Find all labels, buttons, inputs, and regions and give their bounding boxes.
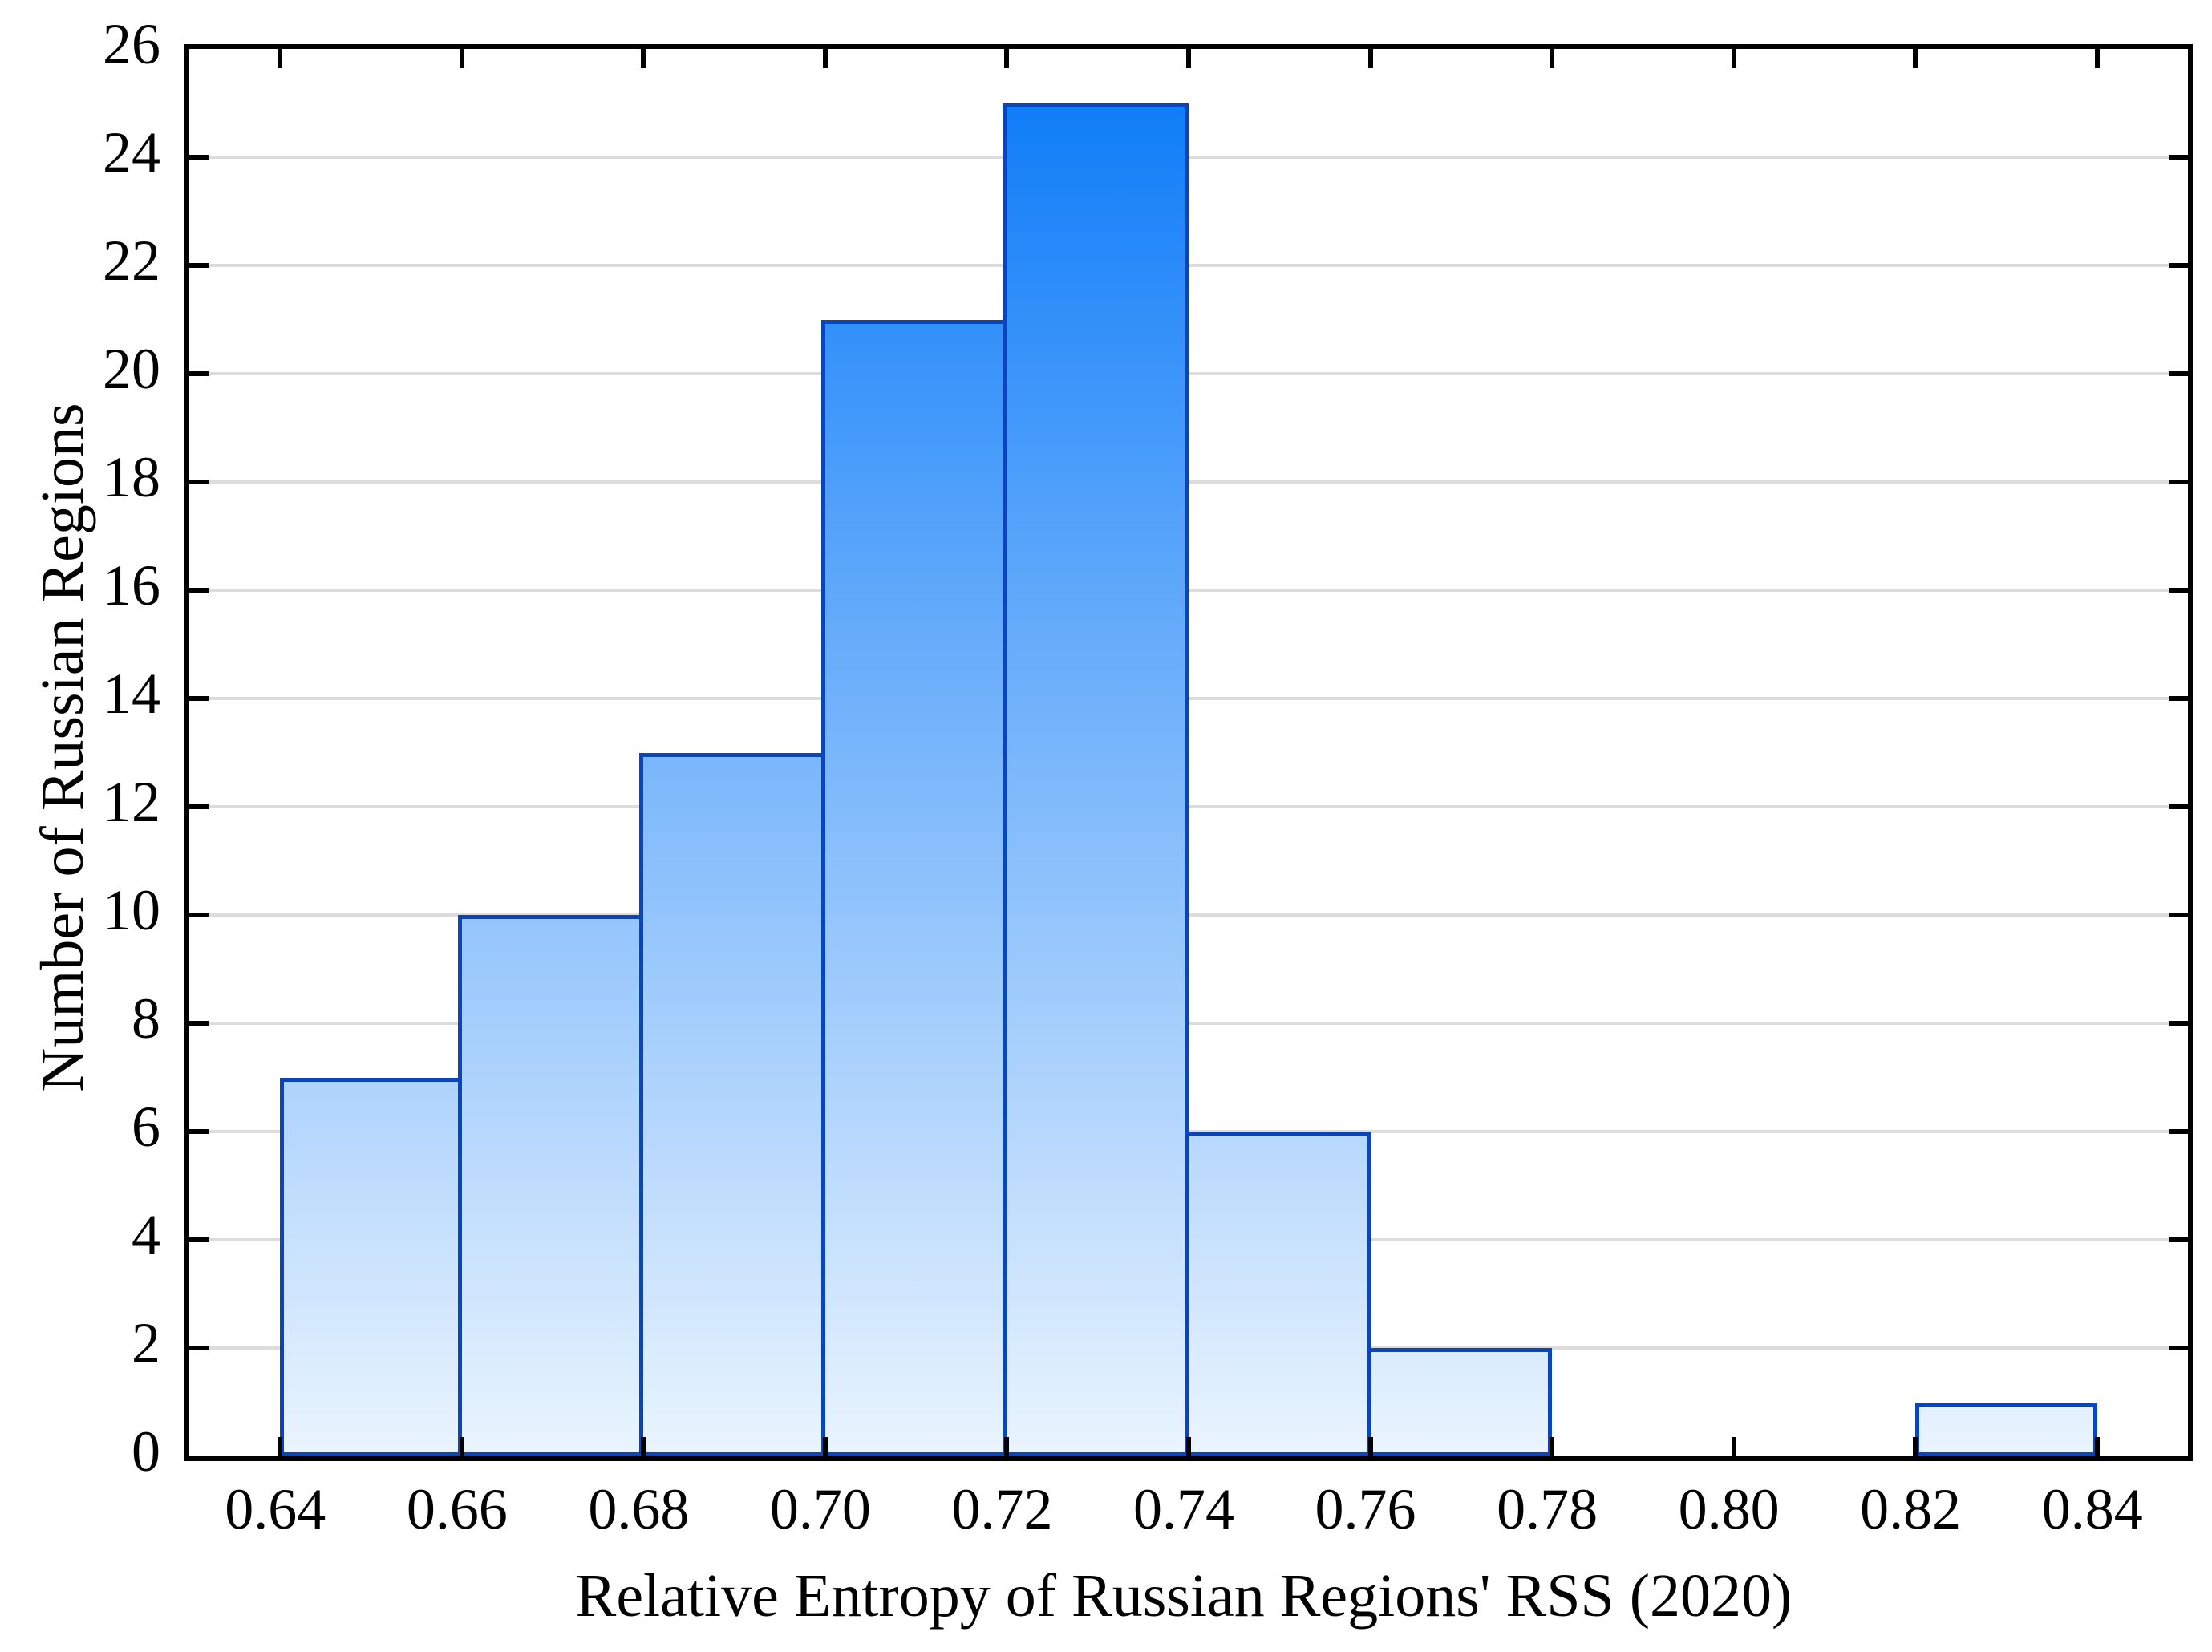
y-tick-label: 20	[103, 337, 160, 401]
y-tick-right	[2169, 155, 2188, 160]
bar	[639, 752, 825, 1456]
y-axis-title: Number of Russian Regions	[29, 403, 96, 1092]
y-tick-left	[189, 1237, 209, 1242]
bar	[1003, 103, 1189, 1456]
y-tick-right	[2169, 804, 2188, 809]
y-tick-label: 24	[103, 120, 160, 184]
gridline	[189, 589, 2188, 592]
gridline	[189, 697, 2188, 700]
plot-area	[184, 44, 2193, 1461]
y-tick-label: 10	[103, 878, 160, 942]
x-tick-label: 0.64	[225, 1477, 326, 1541]
y-tick-right	[2169, 1237, 2188, 1242]
gridline	[189, 264, 2188, 267]
y-tick-label: 26	[103, 12, 160, 76]
x-tick-top	[459, 49, 464, 68]
y-tick-label: 18	[103, 445, 160, 509]
y-tick-left	[189, 1129, 209, 1134]
x-tick-label: 0.82	[1860, 1477, 1962, 1541]
ticks-layer	[189, 49, 2188, 1456]
y-tick-right	[2169, 1129, 2188, 1134]
gridline	[189, 156, 2188, 159]
x-tick-top	[1731, 49, 1736, 68]
y-tick-left	[189, 804, 209, 809]
x-tick-bottom	[1913, 1437, 1918, 1456]
y-tick-right	[2169, 480, 2188, 484]
x-tick-bottom	[822, 1437, 828, 1456]
y-tick-label: 8	[132, 986, 160, 1051]
y-tick-label: 22	[103, 229, 160, 293]
x-tick-label: 0.74	[1133, 1477, 1234, 1541]
x-tick-label: 0.80	[1678, 1477, 1780, 1541]
y-tick-label: 16	[103, 553, 160, 617]
y-tick-left	[189, 480, 209, 484]
gridline	[189, 913, 2188, 917]
y-tick-left	[189, 696, 209, 701]
y-tick-right	[2169, 371, 2188, 376]
x-tick-label: 0.72	[951, 1477, 1053, 1541]
y-tick-left	[189, 263, 209, 268]
x-tick-label: 0.70	[769, 1477, 871, 1541]
y-tick-right	[2169, 913, 2188, 917]
x-tick-top	[2094, 49, 2100, 68]
y-tick-label: 0	[132, 1419, 160, 1484]
x-tick-bottom	[1186, 1437, 1191, 1456]
x-tick-top	[822, 49, 828, 68]
x-axis-title: Relative Entropy of Russian Regions' RSS…	[575, 1562, 1793, 1630]
y-tick-label: 14	[103, 662, 160, 726]
gridline	[189, 1022, 2188, 1025]
x-tick-top	[1913, 49, 1918, 68]
bar	[1915, 1402, 2097, 1456]
y-tick-right	[2169, 696, 2188, 701]
y-tick-label: 4	[132, 1203, 160, 1267]
x-tick-top	[1550, 49, 1555, 68]
y-tick-left	[189, 588, 209, 593]
gridline	[189, 805, 2188, 808]
bar	[1366, 1348, 1553, 1456]
x-tick-label: 0.76	[1315, 1477, 1416, 1541]
x-tick-bottom	[2094, 1437, 2100, 1456]
x-tick-top	[1367, 49, 1373, 68]
x-tick-top	[1004, 49, 1010, 68]
x-tick-label: 0.66	[406, 1477, 508, 1541]
y-tick-left	[189, 913, 209, 917]
x-tick-bottom	[278, 1437, 283, 1456]
bars-layer	[189, 49, 2188, 1456]
y-tick-left	[189, 371, 209, 376]
x-tick-bottom	[1550, 1437, 1555, 1456]
bar	[457, 915, 644, 1456]
y-tick-left	[189, 1021, 209, 1026]
y-tick-label: 6	[132, 1095, 160, 1159]
y-tick-right	[2169, 588, 2188, 593]
x-tick-label: 0.68	[588, 1477, 690, 1541]
y-tick-right	[2169, 263, 2188, 268]
x-tick-top	[641, 49, 646, 68]
x-tick-bottom	[1004, 1437, 1010, 1456]
x-tick-bottom	[1367, 1437, 1373, 1456]
gridline	[189, 480, 2188, 484]
bar	[280, 1077, 462, 1456]
x-tick-label: 0.78	[1497, 1477, 1598, 1541]
y-tick-left	[189, 155, 209, 160]
x-tick-label: 0.84	[2041, 1477, 2143, 1541]
y-tick-label: 12	[103, 770, 160, 834]
x-tick-bottom	[641, 1437, 646, 1456]
y-tick-right	[2169, 1346, 2188, 1350]
bar	[1185, 1132, 1371, 1456]
x-tick-top	[278, 49, 283, 68]
x-tick-bottom	[1731, 1437, 1736, 1456]
y-tick-right	[2169, 1021, 2188, 1026]
gridline	[189, 372, 2188, 375]
y-tick-left	[189, 1346, 209, 1350]
x-tick-bottom	[459, 1437, 464, 1456]
y-tick-label: 2	[132, 1311, 160, 1375]
x-tick-top	[1186, 49, 1191, 68]
